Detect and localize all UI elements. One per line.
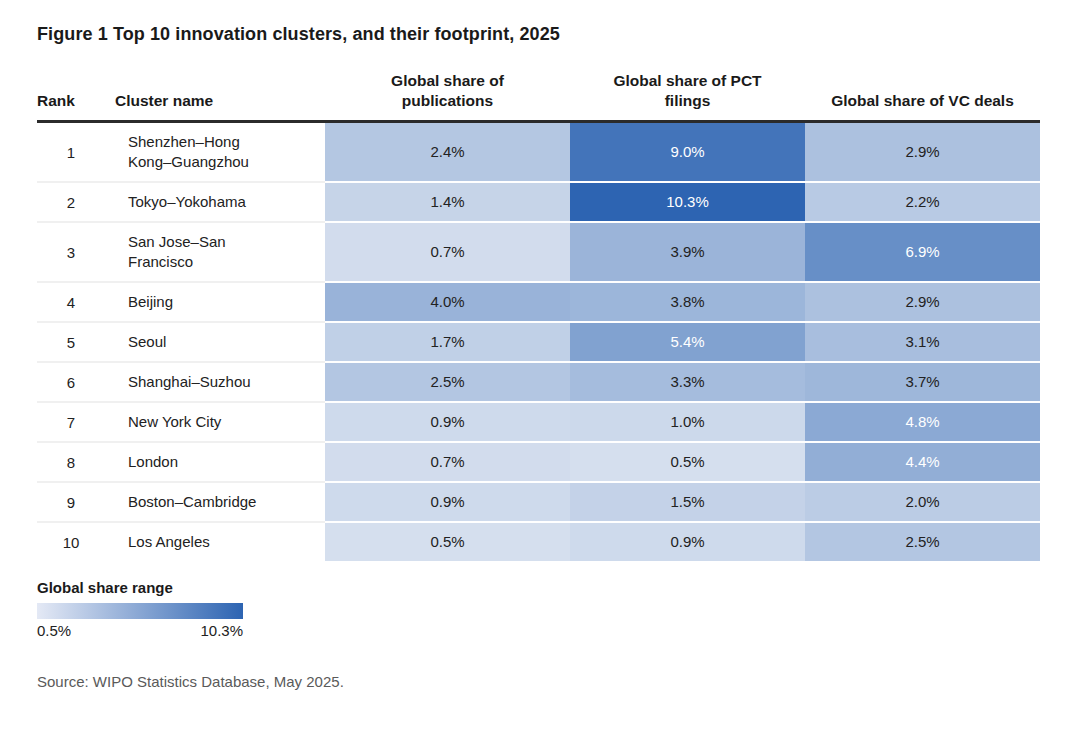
column-header-publications-label: Global share of publications xyxy=(353,71,543,111)
publications-cell: 2.5% xyxy=(325,362,570,402)
table-header: Rank Cluster name Global share of public… xyxy=(37,71,1040,122)
table-row: 9 Boston–Cambridge 0.9%1.5%2.0% xyxy=(37,482,1040,522)
column-header-pct-filings: Global share of PCT filings xyxy=(570,71,805,122)
vc-deals-cell: 2.9% xyxy=(805,282,1040,322)
legend-gradient-bar xyxy=(37,603,243,619)
legend-title: Global share range xyxy=(37,579,1044,596)
publications-cell: 0.7% xyxy=(325,222,570,282)
cluster-name-label: Seoul xyxy=(128,332,166,352)
table-row: 5 Seoul 1.7%5.4%3.1% xyxy=(37,322,1040,362)
rank-cell: 10 xyxy=(37,522,115,561)
legend-max-label: 10.3% xyxy=(200,622,243,639)
pct-filings-cell: 10.3% xyxy=(570,182,805,222)
table-row: 8 London 0.7%0.5%4.4% xyxy=(37,442,1040,482)
publications-cell: 2.4% xyxy=(325,122,570,183)
pct-filings-cell: 1.5% xyxy=(570,482,805,522)
rank-cell: 9 xyxy=(37,482,115,522)
rank-cell: 2 xyxy=(37,182,115,222)
cluster-name-label: London xyxy=(128,452,178,472)
column-header-cluster-name: Cluster name xyxy=(115,71,325,122)
cluster-name-label: Boston–Cambridge xyxy=(128,492,256,512)
table-row: 2 Tokyo–Yokohama 1.4%10.3%2.2% xyxy=(37,182,1040,222)
cluster-name-cell: Boston–Cambridge xyxy=(115,482,325,522)
pct-filings-cell: 3.8% xyxy=(570,282,805,322)
cluster-name-cell: Seoul xyxy=(115,322,325,362)
cluster-name-cell: Beijing xyxy=(115,282,325,322)
table-row: 1 Shenzhen–Hong Kong–Guangzhou 2.4%9.0%2.9… xyxy=(37,122,1040,183)
legend-labels: 0.5% 10.3% xyxy=(37,622,243,639)
pct-filings-cell: 5.4% xyxy=(570,322,805,362)
publications-cell: 0.5% xyxy=(325,522,570,561)
rank-cell: 7 xyxy=(37,402,115,442)
cluster-name-cell: Tokyo–Yokohama xyxy=(115,182,325,222)
cluster-name-label: Los Angeles xyxy=(128,532,210,552)
vc-deals-cell: 2.9% xyxy=(805,122,1040,183)
table-row: 4 Beijing 4.0%3.8%2.9% xyxy=(37,282,1040,322)
cluster-name-cell: New York City xyxy=(115,402,325,442)
cluster-name-label: Tokyo–Yokohama xyxy=(128,192,246,212)
color-scale-legend: Global share range 0.5% 10.3% xyxy=(37,579,1044,639)
figure-title: Figure 1 Top 10 innovation clusters, and… xyxy=(37,24,1044,45)
vc-deals-cell: 4.8% xyxy=(805,402,1040,442)
table-row: 10 Los Angeles 0.5%0.9%2.5% xyxy=(37,522,1040,561)
vc-deals-cell: 2.0% xyxy=(805,482,1040,522)
cluster-name-label: New York City xyxy=(128,412,221,432)
publications-cell: 0.9% xyxy=(325,402,570,442)
source-note: Source: WIPO Statistics Database, May 20… xyxy=(37,673,1044,690)
publications-cell: 1.7% xyxy=(325,322,570,362)
pct-filings-cell: 3.3% xyxy=(570,362,805,402)
rank-cell: 5 xyxy=(37,322,115,362)
pct-filings-cell: 3.9% xyxy=(570,222,805,282)
pct-filings-cell: 0.9% xyxy=(570,522,805,561)
column-header-pct-filings-label: Global share of PCT filings xyxy=(593,71,783,111)
cluster-name-cell: Shanghai–Suzhou xyxy=(115,362,325,402)
rank-cell: 1 xyxy=(37,122,115,183)
column-header-vc-deals: Global share of VC deals xyxy=(805,71,1040,122)
cluster-name-label: San Jose–San Francisco xyxy=(128,232,258,272)
vc-deals-cell: 2.5% xyxy=(805,522,1040,561)
table-row: 3 San Jose–San Francisco 0.7%3.9%6.9% xyxy=(37,222,1040,282)
table-body: 1Shenzhen–Hong Kong–Guangzhou2.4%9.0%2.9… xyxy=(37,122,1040,562)
vc-deals-cell: 6.9% xyxy=(805,222,1040,282)
legend-min-label: 0.5% xyxy=(37,622,71,639)
cluster-name-cell: London xyxy=(115,442,325,482)
vc-deals-cell: 4.4% xyxy=(805,442,1040,482)
table-header-row: Rank Cluster name Global share of public… xyxy=(37,71,1040,122)
vc-deals-cell: 2.2% xyxy=(805,182,1040,222)
pct-filings-cell: 0.5% xyxy=(570,442,805,482)
rank-cell: 3 xyxy=(37,222,115,282)
column-header-vc-deals-label: Global share of VC deals xyxy=(831,91,1014,111)
cluster-name-cell: Los Angeles xyxy=(115,522,325,561)
pct-filings-cell: 1.0% xyxy=(570,402,805,442)
cluster-name-cell: Shenzhen–Hong Kong–Guangzhou xyxy=(115,122,325,183)
publications-cell: 4.0% xyxy=(325,282,570,322)
cluster-name-label: Shenzhen–Hong Kong–Guangzhou xyxy=(128,132,258,172)
publications-cell: 0.9% xyxy=(325,482,570,522)
publications-cell: 0.7% xyxy=(325,442,570,482)
rank-cell: 4 xyxy=(37,282,115,322)
cluster-name-cell: San Jose–San Francisco xyxy=(115,222,325,282)
figure-page: Figure 1 Top 10 innovation clusters, and… xyxy=(0,0,1080,745)
pct-filings-cell: 9.0% xyxy=(570,122,805,183)
vc-deals-cell: 3.7% xyxy=(805,362,1040,402)
column-header-publications: Global share of publications xyxy=(325,71,570,122)
vc-deals-cell: 3.1% xyxy=(805,322,1040,362)
cluster-name-label: Beijing xyxy=(128,292,173,312)
publications-cell: 1.4% xyxy=(325,182,570,222)
clusters-heatmap-table: Rank Cluster name Global share of public… xyxy=(37,71,1040,561)
cluster-name-label: Shanghai–Suzhou xyxy=(128,372,251,392)
column-header-rank: Rank xyxy=(37,71,115,122)
rank-cell: 6 xyxy=(37,362,115,402)
rank-cell: 8 xyxy=(37,442,115,482)
table-row: 6 Shanghai–Suzhou 2.5%3.3%3.7% xyxy=(37,362,1040,402)
table-row: 7 New York City 0.9%1.0%4.8% xyxy=(37,402,1040,442)
